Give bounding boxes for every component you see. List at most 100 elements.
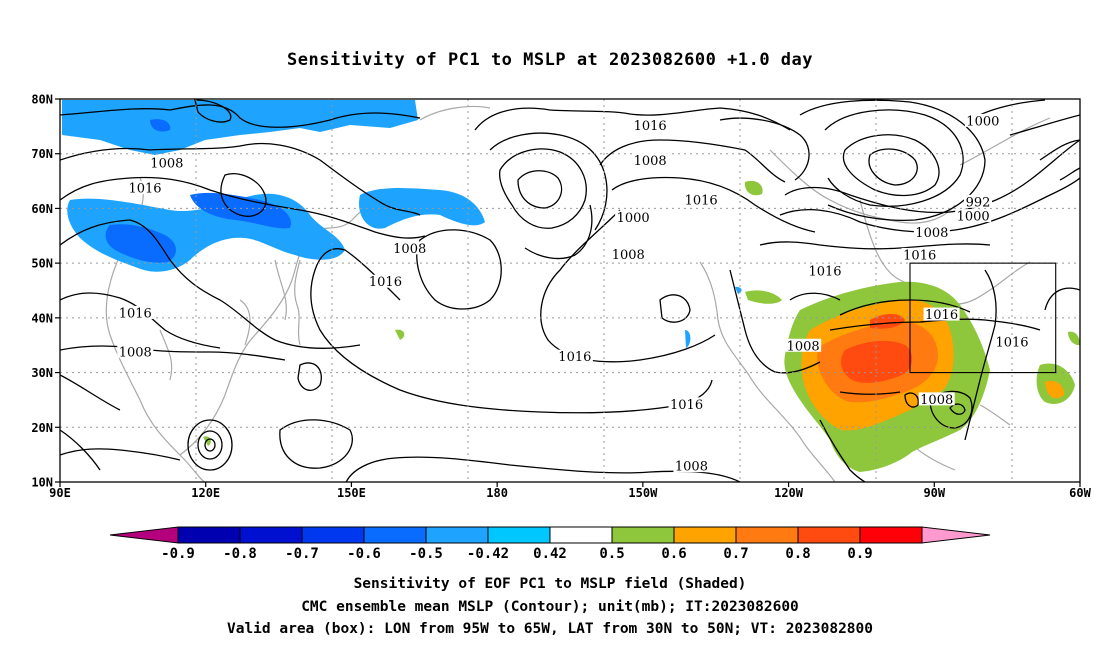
contour-label: 1016 (634, 119, 667, 134)
lat-tick-label: 40N (31, 311, 53, 325)
plot-area: 1016 1000 1008 1008 1016 992 1016 1000 1000 1008 1… (59, 98, 1081, 483)
contour-label-bg (610, 247, 647, 261)
lat-tick-label: 60N (31, 202, 53, 216)
colorbar-label: -0.8 (223, 546, 257, 562)
contour-label: 1008 (920, 393, 953, 408)
contour-label-bg (807, 263, 843, 277)
contour-label: 1016 (925, 308, 958, 323)
colorbar-label: -0.6 (347, 546, 381, 562)
contour-label-bg (785, 338, 822, 352)
contour-label-bg (923, 307, 960, 321)
colorbar-label: -0.42 (467, 546, 509, 562)
colorbar-high-triangle (921, 526, 991, 544)
graticule (60, 99, 1080, 482)
contour-label: 1016 (119, 306, 152, 321)
colorbar-segment (487, 526, 551, 544)
contour-label-bg (994, 334, 1030, 348)
longitude-ticks: 90E 120E 150E 180 150W 120W 90W 60W (49, 482, 1092, 500)
colorbar-label: -0.7 (285, 546, 319, 562)
colorbar-segment (673, 526, 737, 544)
contour-label: 1008 (393, 242, 426, 257)
contour-label: 1008 (634, 154, 667, 169)
contour-label-bg (117, 305, 154, 319)
lat-tick-label: 20N (31, 421, 53, 435)
contour-label-bg (918, 392, 955, 406)
contour-label: 1016 (903, 248, 936, 263)
contour-label: 1000 (617, 211, 650, 226)
lon-tick-label: 90W (923, 486, 945, 500)
latitude-ticks: 80N 70N 60N 50N 40N 30N 20N 10N (31, 93, 60, 490)
contour-label: 1016 (670, 398, 703, 413)
colorbar-segment (177, 526, 241, 544)
contour-label-bg (913, 225, 950, 239)
colorbar-label: 0.8 (785, 546, 810, 562)
contour-label-bg (127, 181, 163, 195)
contour-label: 1000 (966, 114, 999, 129)
lat-tick-label: 80N (31, 93, 53, 107)
lat-tick-label: 70N (31, 147, 53, 161)
caption-shaded: Sensitivity of EOF PC1 to MSLP field (Sh… (353, 576, 747, 592)
contour-labels: 1016 1000 1008 1008 1016 992 1016 1000 1000 1008 1… (117, 113, 1030, 475)
page-title: Sensitivity of PC1 to MSLP at 2023082600… (286, 50, 813, 70)
contour-label-bg (673, 459, 710, 473)
lon-tick-label: 90E (49, 486, 71, 500)
colorbar-label: 0.6 (661, 546, 686, 562)
contour-label: 1016 (369, 275, 402, 290)
colorbar-segment (363, 526, 427, 544)
contour-label-bg (964, 194, 992, 208)
contour-label-bg (148, 156, 185, 170)
contour-label-bg (632, 118, 669, 132)
colorbar-label: 0.42 (533, 546, 567, 562)
colorbar-segment (611, 526, 675, 544)
contour-label: 1008 (787, 339, 820, 354)
contour-label-bg (117, 344, 154, 358)
lon-tick-label: 180 (486, 486, 508, 500)
contour-label-bg (391, 241, 428, 255)
colorbar-label: 0.7 (723, 546, 748, 562)
captions: Sensitivity of EOF PC1 to MSLP field (Sh… (0, 573, 1100, 641)
lon-tick-label: 150W (628, 486, 658, 500)
contour-label: 1016 (558, 350, 591, 365)
contour-label: 1008 (150, 157, 183, 172)
lon-tick-label: 120W (774, 486, 804, 500)
valid-area-box (909, 262, 1057, 374)
contour-label-bg (615, 210, 652, 224)
contour-label-bg (556, 349, 593, 363)
contour-label-bg (683, 193, 720, 207)
colorbar-label: -0.5 (409, 546, 443, 562)
contour-label-bg (367, 274, 404, 288)
colorbar-segment (301, 526, 365, 544)
colorbar-segment (425, 526, 489, 544)
lon-tick-label: 150E (337, 486, 366, 500)
contour-label-bg (901, 247, 938, 261)
colorbar-segment (859, 526, 923, 544)
contour-label: 1016 (685, 194, 718, 209)
map-frame (59, 98, 1081, 483)
colorbar: -0.9 -0.8 -0.7 -0.6 -0.5 -0.42 0.42 0.5 0.6 0.7 0.… (109, 526, 991, 562)
lat-tick-label: 30N (31, 366, 53, 380)
lat-tick-label: 50N (31, 257, 53, 271)
lon-tick-label: 120E (191, 486, 220, 500)
contour-label: 1008 (915, 226, 948, 241)
colorbar-label: -0.9 (161, 546, 195, 562)
contour-label: 1008 (612, 248, 645, 263)
lon-tick-label: 60W (1069, 486, 1091, 500)
contour-label: 1008 (675, 460, 708, 475)
colorbar-segment (797, 526, 861, 544)
colorbar-label: 0.9 (847, 546, 872, 562)
lat-tick-label: 10N (31, 476, 53, 490)
colorbar-segment (239, 526, 303, 544)
colorbar-segment (735, 526, 799, 544)
contour-label-bg (955, 209, 992, 223)
contour-label: 1008 (119, 345, 152, 360)
contour-label-bg (632, 153, 669, 167)
contour-label-bg (964, 113, 1001, 127)
contour-label: 1016 (808, 264, 841, 279)
caption-valid-area: Valid area (box): LON from 95W to 65W, L… (226, 621, 873, 637)
contour-label: 1016 (128, 182, 161, 197)
colorbar-segment (549, 526, 613, 544)
contour-label: 992 (966, 195, 991, 210)
contour-label: 1016 (995, 335, 1028, 350)
contour-label-bg (668, 397, 705, 411)
